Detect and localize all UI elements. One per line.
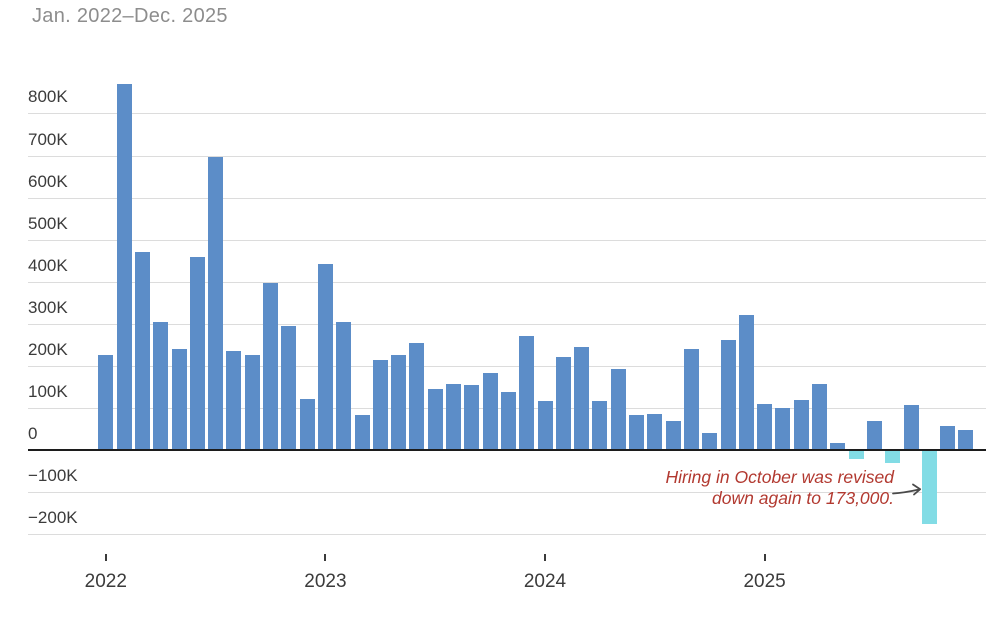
bar-oct-2024: [702, 433, 718, 450]
x-axis-tick-2023: [324, 554, 327, 561]
bar-jun-2022: [189, 256, 205, 450]
x-axis-tick-2025: [763, 554, 766, 561]
bar-aug-2025: [885, 451, 901, 464]
bar-dec-2023: [519, 336, 535, 450]
bar-jun-2024: [629, 414, 644, 450]
bar-jul-2022: [208, 156, 224, 450]
chart-title: Jan. 2022–Dec. 2025: [32, 5, 228, 27]
bar-oct-2022: [263, 282, 278, 450]
x-axis-label-2023: 2023: [304, 571, 347, 592]
y-axis-label-200k: 200K: [28, 339, 68, 359]
gridline-neg-100k: [28, 492, 986, 494]
bar-jul-2023: [427, 389, 443, 450]
bar-nov-2025: [940, 426, 956, 450]
x-axis-label-2024: 2024: [523, 571, 567, 592]
bar-sep-2023: [464, 385, 480, 450]
gridline-neg-200k: [28, 534, 986, 536]
bar-nov-2024: [720, 340, 736, 450]
bar-apr-2024: [592, 401, 608, 450]
y-axis-label-300k: 300K: [28, 297, 68, 317]
bar-jan-2025: [757, 403, 773, 450]
bar-feb-2023: [336, 321, 352, 450]
gridline-300k: [28, 323, 986, 325]
bar-jan-2022: [98, 355, 114, 450]
y-axis-label-neg-100k: −100K: [28, 466, 78, 486]
bar-mar-2024: [574, 346, 590, 450]
gridline-600k: [28, 197, 986, 199]
bar-mar-2023: [354, 414, 370, 450]
bar-nov-2023: [500, 391, 516, 450]
bar-dec-2024: [738, 314, 754, 450]
bar-may-2025: [830, 443, 846, 450]
bar-jun-2023: [409, 342, 425, 450]
gridline-200k: [28, 365, 986, 367]
gridline-400k: [28, 281, 986, 283]
gridline-700k: [28, 155, 986, 157]
gridline-800k: [28, 113, 986, 115]
bar-feb-2022: [116, 84, 132, 450]
bar-jan-2023: [317, 263, 333, 450]
bar-jul-2025: [866, 420, 882, 450]
y-axis-label-neg-200k: −200K: [28, 508, 78, 528]
y-axis-label-100k: 100K: [28, 381, 68, 401]
bar-may-2024: [610, 369, 626, 450]
bar-sep-2025: [903, 404, 919, 450]
bar-jun-2025: [848, 451, 864, 460]
bar-nov-2022: [281, 325, 297, 450]
bar-oct-2023: [482, 372, 498, 450]
bar-apr-2025: [812, 384, 827, 450]
bar-mar-2025: [793, 400, 809, 450]
bar-dec-2022: [299, 398, 315, 450]
y-axis-label-600k: 600K: [28, 171, 68, 191]
x-axis-tick-2022: [104, 554, 107, 561]
annotation-line-1: Hiring in October was revised: [665, 467, 894, 487]
bar-sep-2022: [244, 355, 260, 450]
x-axis-label-2025: 2025: [743, 571, 786, 592]
y-axis-label-800k: 800K: [28, 87, 68, 107]
bar-jan-2024: [537, 401, 553, 450]
bar-may-2022: [171, 349, 187, 450]
annotation-line-2: down again to 173,000.: [712, 488, 894, 508]
bar-aug-2024: [665, 421, 681, 450]
bar-feb-2024: [555, 356, 571, 450]
x-axis-tick-2024: [544, 554, 546, 561]
y-axis-label-400k: 400K: [28, 255, 68, 275]
bar-aug-2022: [226, 351, 242, 450]
y-axis-label-700k: 700K: [28, 129, 68, 149]
bar-may-2023: [391, 354, 407, 450]
bar-feb-2025: [775, 407, 791, 450]
bar-dec-2025: [958, 429, 974, 450]
bar-sep-2024: [683, 349, 699, 450]
annotation-arrow-icon: [892, 483, 922, 496]
bar-oct-2025: [921, 451, 937, 524]
zero-axis-line: [28, 449, 986, 451]
y-axis-label-0: 0: [28, 424, 38, 443]
annotation: Hiring in October was revised down again…: [560, 467, 894, 509]
bar-apr-2023: [372, 360, 388, 450]
x-axis-label-2022: 2022: [84, 571, 127, 592]
bar-jul-2024: [647, 413, 663, 450]
bar-aug-2023: [446, 384, 461, 450]
bar-mar-2022: [134, 252, 150, 450]
bar-apr-2022: [153, 321, 169, 450]
y-axis-label-500k: 500K: [28, 213, 68, 233]
gridline-500k: [28, 239, 986, 241]
